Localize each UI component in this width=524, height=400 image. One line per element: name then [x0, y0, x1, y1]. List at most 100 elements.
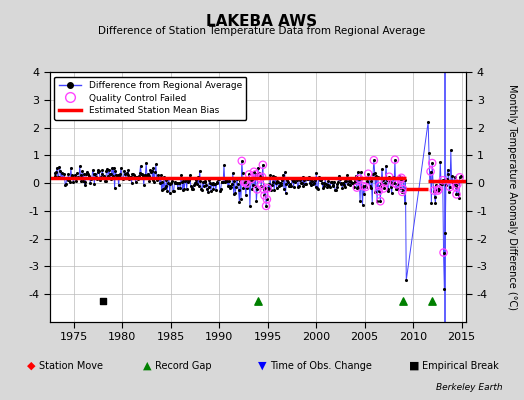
Point: [368, 200, 376, 207]
Point: [228, 170, 237, 176]
Point: [438, 181, 446, 188]
Point: [333, 181, 342, 187]
Point: [296, 177, 304, 183]
Point: [108, 164, 116, 171]
Point: [270, 187, 278, 194]
Point: [161, 185, 169, 192]
Point: [106, 175, 115, 182]
Point: [237, 158, 246, 164]
Point: [243, 180, 251, 187]
Point: [402, 277, 410, 284]
Point: [357, 184, 366, 190]
Text: ■: ■: [409, 361, 419, 371]
Point: [157, 172, 165, 178]
Point: [283, 177, 291, 183]
Point: [259, 186, 268, 192]
Point: [452, 184, 460, 190]
Point: [82, 171, 91, 178]
Point: [222, 176, 231, 183]
Point: [89, 167, 97, 173]
Point: [71, 178, 80, 184]
Point: [384, 188, 392, 194]
Point: [375, 188, 383, 194]
Point: [366, 183, 374, 189]
Point: [439, 249, 447, 256]
Point: [120, 168, 128, 174]
Point: [341, 178, 349, 185]
Point: [73, 175, 82, 182]
Point: [167, 180, 176, 186]
Point: [434, 188, 442, 194]
Point: [116, 170, 124, 177]
Point: [53, 173, 62, 180]
Point: [388, 179, 397, 186]
Point: [305, 180, 314, 186]
Point: [208, 180, 216, 187]
Point: [364, 170, 373, 177]
Point: [442, 182, 450, 188]
Point: [102, 168, 111, 174]
Point: [200, 182, 208, 189]
Point: [323, 184, 331, 190]
Point: [430, 187, 438, 194]
Point: [350, 180, 358, 186]
Point: [205, 177, 214, 184]
Point: [455, 174, 464, 180]
Point: [119, 175, 128, 181]
Point: [431, 200, 440, 206]
Point: [428, 160, 436, 166]
Point: [84, 171, 92, 178]
Point: [136, 170, 144, 176]
Point: [50, 170, 59, 176]
Point: [321, 175, 330, 182]
Point: [354, 169, 362, 176]
Point: [261, 184, 269, 191]
Point: [339, 180, 347, 186]
Point: [386, 178, 394, 185]
Point: [309, 180, 317, 187]
Point: [452, 191, 461, 198]
Point: [329, 182, 337, 189]
Point: [433, 187, 441, 193]
Point: [234, 181, 242, 187]
Point: [260, 192, 269, 199]
Point: [346, 182, 355, 188]
Point: [114, 172, 122, 178]
Point: [311, 177, 319, 183]
Point: [184, 179, 192, 186]
Point: [427, 168, 435, 175]
Point: [315, 176, 324, 182]
Point: [326, 184, 334, 190]
Point: [232, 184, 241, 190]
Point: [273, 178, 281, 184]
Point: [214, 176, 223, 182]
Point: [203, 186, 211, 192]
Point: [318, 180, 326, 186]
Point: [340, 181, 348, 188]
Point: [450, 182, 458, 188]
Point: [118, 176, 127, 182]
Text: Time of Obs. Change: Time of Obs. Change: [270, 361, 372, 371]
Point: [212, 180, 221, 186]
Point: [336, 181, 345, 187]
Point: [127, 180, 136, 186]
Point: [105, 170, 114, 177]
Point: [341, 184, 350, 190]
Point: [265, 186, 274, 192]
Point: [159, 186, 167, 192]
Point: [87, 176, 95, 182]
Point: [233, 176, 241, 182]
Point: [424, 119, 432, 125]
Point: [334, 178, 342, 185]
Point: [376, 198, 385, 204]
Point: [399, 186, 407, 192]
Point: [355, 176, 364, 182]
Point: [439, 177, 447, 184]
Point: [338, 185, 346, 191]
Point: [374, 174, 382, 180]
Point: [253, 186, 261, 193]
Point: [141, 172, 149, 178]
Point: [455, 195, 463, 201]
Point: [271, 174, 279, 180]
Point: [379, 185, 388, 192]
